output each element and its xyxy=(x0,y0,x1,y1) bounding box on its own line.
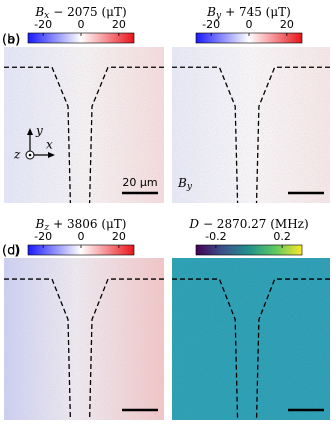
panel-label: (c) xyxy=(2,244,19,259)
panel: Bz + 3806 (μT)-20 0 20 (c) xyxy=(2,217,164,421)
panel: D − 2870.27 (MHz)-0.2 0.2 (d) xyxy=(2,217,330,421)
channel-outline xyxy=(4,66,72,204)
map-noise xyxy=(4,47,164,203)
tick-label: 20 xyxy=(112,18,126,31)
tick-label: -20 xyxy=(202,18,220,31)
panel-label: (a) xyxy=(2,33,20,48)
map-noise xyxy=(172,47,330,203)
symbol: D xyxy=(188,217,199,231)
tick-label: 0 xyxy=(246,18,253,31)
scale-bar-label: 20 μm xyxy=(122,176,157,189)
axis-name: x xyxy=(46,138,53,152)
symbol: B xyxy=(34,5,44,19)
channel-outline xyxy=(4,278,72,421)
channel-outline xyxy=(172,66,239,204)
arrow-head xyxy=(27,128,33,135)
tick-label: 20 xyxy=(280,18,294,31)
field-label: Bz + 3806 (μT) xyxy=(35,217,127,233)
tick-label: -0.2 xyxy=(205,230,226,243)
map-noise xyxy=(4,258,164,420)
panel-label: (d) xyxy=(2,244,20,259)
field-label: By xyxy=(177,176,193,192)
channel-outline xyxy=(88,278,164,421)
subscript: y xyxy=(186,182,193,192)
tick-label: 0.2 xyxy=(273,230,291,243)
axis-name: y xyxy=(35,124,43,138)
arrow-head xyxy=(48,152,55,158)
title-rest: + 745 (μT) xyxy=(225,5,291,19)
title-rest: + 3806 (μT) xyxy=(53,217,126,231)
symbol: B xyxy=(35,217,45,231)
subscript: z xyxy=(43,223,49,233)
channel-outline xyxy=(88,66,164,204)
title-rest: − 2075 (μT) xyxy=(53,5,126,19)
axis-name: z xyxy=(13,148,21,162)
map-noise xyxy=(172,258,330,420)
channel-outline xyxy=(255,278,330,421)
tick-label: -20 xyxy=(34,18,52,31)
title-rest: − 2870.27 (MHz) xyxy=(203,217,309,231)
channel-outline xyxy=(255,66,330,204)
panel: By + 745 (μT)-20 0 20(b)By xyxy=(2,5,330,204)
tick-label: 20 xyxy=(112,230,126,243)
panel: Bx − 2075 (μT)-20 0 20 (a) 20 μm yz x xyxy=(2,5,164,204)
field-label: By + 745 (μT) xyxy=(206,5,291,21)
subscript: y xyxy=(215,11,222,21)
tick-label: 0 xyxy=(78,230,85,243)
tick-label: -20 xyxy=(34,230,52,243)
panel-label: (b) xyxy=(2,33,20,48)
tick-label: 0 xyxy=(78,18,85,31)
symbol: B xyxy=(177,176,187,190)
z-axis-dot xyxy=(28,153,32,157)
field-label: D − 2870.27 (MHz) xyxy=(188,217,308,231)
symbol: B xyxy=(206,5,216,19)
field-label: Bx − 2075 (μT) xyxy=(34,5,126,21)
colorbar xyxy=(195,244,303,256)
subscript: x xyxy=(44,11,49,21)
